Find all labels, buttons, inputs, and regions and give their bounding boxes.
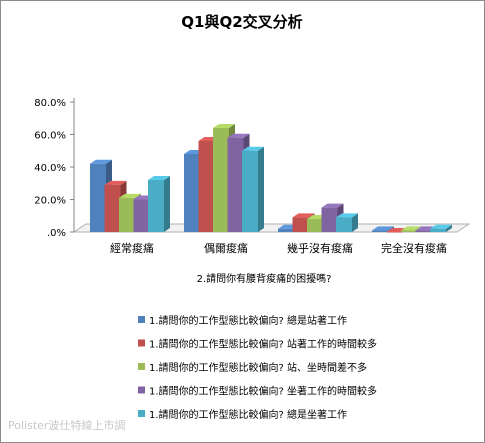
bar-front bbox=[242, 150, 258, 232]
x-axis-title: 2.請問你有腰背痠痛的困擾嗎? bbox=[197, 272, 332, 285]
bar-top bbox=[430, 224, 452, 229]
bar-top bbox=[148, 176, 170, 180]
chart-title: Q1與Q2交叉分析 bbox=[181, 13, 302, 31]
bar-front bbox=[386, 232, 403, 233]
y-tick-label: .0% bbox=[47, 228, 66, 239]
bar-front bbox=[278, 228, 294, 232]
bar-front bbox=[372, 230, 388, 232]
legend-label: 1.請問你的工作型態比較偏向? 站、坐時間差不多 bbox=[149, 361, 367, 374]
bar-front bbox=[401, 230, 417, 232]
bar-side bbox=[258, 146, 264, 232]
bar-front bbox=[104, 184, 121, 232]
bar-front bbox=[415, 230, 432, 232]
bar-top bbox=[292, 213, 315, 218]
bar bbox=[430, 224, 452, 232]
bar-top bbox=[242, 146, 264, 151]
x-tick-label: 完全沒有痠痛 bbox=[381, 241, 447, 255]
bar bbox=[242, 146, 264, 232]
bar-front bbox=[336, 217, 352, 232]
bar-front bbox=[148, 180, 164, 232]
legend-label: 1.請問你的工作型態比較偏向? 總是坐著工作 bbox=[149, 408, 347, 421]
bar-front bbox=[227, 137, 244, 232]
bar-front bbox=[90, 163, 106, 232]
y-tick-label: 80.0% bbox=[34, 98, 66, 109]
bar-side bbox=[352, 213, 358, 232]
bar-front bbox=[321, 207, 338, 232]
bar-top bbox=[372, 226, 394, 231]
bar-top bbox=[119, 193, 141, 198]
bar-front bbox=[184, 154, 200, 232]
legend-swatch bbox=[138, 410, 145, 417]
legend-swatch bbox=[138, 339, 145, 347]
y-tick-label: 20.0% bbox=[34, 196, 66, 207]
legend-swatch bbox=[138, 363, 145, 370]
y-tick-label: 40.0% bbox=[34, 163, 66, 174]
bar-front bbox=[307, 219, 323, 232]
bar-front bbox=[213, 128, 229, 232]
bar-front bbox=[119, 197, 135, 232]
bar-top bbox=[213, 124, 235, 128]
bar-top bbox=[227, 133, 250, 138]
x-tick-label: 經常痠痛 bbox=[110, 241, 154, 255]
legend-label: 1.請問你的工作型態比較偏向? 坐著工作的時間較多 bbox=[149, 385, 377, 398]
bar-top bbox=[90, 159, 112, 164]
bar-front bbox=[430, 228, 446, 232]
bar-top bbox=[336, 213, 358, 218]
x-tick-label: 偶爾痠痛 bbox=[204, 241, 248, 255]
bar bbox=[336, 213, 358, 232]
legend-label: 1.請問你的工作型態比較偏向? 總是站著工作 bbox=[149, 314, 347, 327]
legend-swatch bbox=[138, 386, 145, 394]
bar-side bbox=[446, 224, 452, 232]
legend-label: 1.請問你的工作型態比較偏向? 站著工作的時間較多 bbox=[149, 338, 377, 351]
x-tick-label: 幾乎沒有痠痛 bbox=[287, 241, 353, 255]
bar-top bbox=[321, 203, 344, 208]
bar-front bbox=[133, 199, 150, 232]
y-tick-label: 60.0% bbox=[34, 131, 66, 142]
legend-swatch bbox=[138, 316, 145, 323]
bar-front bbox=[292, 217, 309, 232]
bar-side bbox=[164, 176, 170, 232]
bar bbox=[148, 176, 170, 232]
watermark: Polister波仕特線上市調 bbox=[8, 419, 126, 432]
bar-top bbox=[104, 180, 127, 185]
bar-front bbox=[198, 141, 215, 232]
bar bbox=[321, 203, 344, 232]
